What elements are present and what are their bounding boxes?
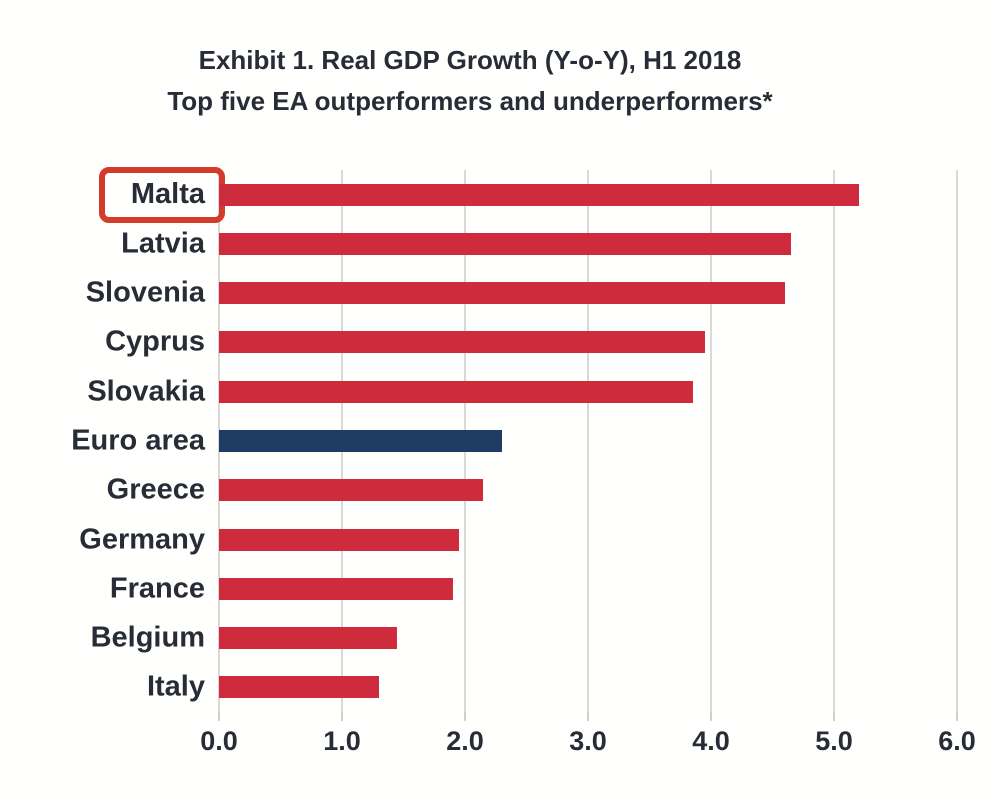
category-label: Germany	[79, 523, 205, 556]
gridline	[710, 170, 712, 712]
x-axis-tick-label: 3.0	[569, 726, 607, 756]
category-label: Greece	[106, 473, 205, 506]
chart-row: Malta	[98, 166, 957, 223]
category-label: Belgium	[90, 621, 205, 654]
bar-france	[219, 577, 453, 600]
axis-tickmark	[464, 712, 466, 721]
x-axis-tick-label: 2.0	[446, 726, 484, 756]
chart-row: Greece	[107, 466, 957, 515]
category-label: Slovakia	[87, 375, 205, 408]
chart-row: Slovenia	[86, 269, 957, 318]
gridline	[956, 170, 958, 712]
category-label: Cyprus	[105, 325, 205, 358]
bar-italy	[219, 676, 379, 699]
axis-tickmark	[956, 712, 958, 721]
category-label: Latvia	[121, 227, 205, 260]
chart-title: Exhibit 1. Real GDP Growth (Y-o-Y), H1 2…	[0, 40, 940, 122]
chart-row: Euro area	[71, 416, 957, 465]
x-axis: 0.0 1.0 2.0 3.0 4.0 5.0 6.0	[200, 726, 976, 762]
chart-row: Italy	[147, 663, 957, 712]
axis-tickmark	[587, 712, 589, 721]
chart-row: Germany	[79, 515, 957, 564]
category-label: Euro area	[71, 424, 205, 457]
bar-cyprus	[219, 331, 705, 354]
gridline	[833, 170, 835, 712]
x-axis-tick-label: 5.0	[815, 726, 853, 756]
bar-belgium	[219, 627, 398, 650]
x-axis-tick-label: 6.0	[938, 726, 976, 756]
chart-title-line-2: Top five EA outperformers and underperfo…	[167, 86, 773, 116]
category-label: Italy	[146, 670, 205, 703]
chart-row: Cyprus	[105, 318, 957, 367]
x-axis-tick-label: 1.0	[323, 726, 361, 756]
axis-tickmark	[710, 712, 712, 721]
axis-tickmark	[341, 712, 343, 721]
chart-row: Latvia	[121, 219, 957, 268]
bar-malta	[219, 183, 859, 206]
axis-tickmark	[218, 712, 220, 721]
category-label: Malta	[0, 166, 225, 223]
bar-slovakia	[219, 380, 693, 403]
malta-highlight-box: Malta	[98, 166, 225, 223]
category-label: Slovenia	[85, 276, 205, 309]
chart-row: France	[110, 564, 957, 613]
x-axis-tick-label: 0.0	[200, 726, 238, 756]
category-label: France	[109, 572, 205, 605]
bar-slovenia	[219, 282, 785, 305]
chart-title-line-1: Exhibit 1. Real GDP Growth (Y-o-Y), H1 2…	[198, 45, 742, 75]
bar-greece	[219, 479, 484, 502]
bar-euro-area	[219, 429, 502, 452]
bar-germany	[219, 528, 459, 551]
bar-latvia	[219, 232, 791, 255]
axis-tickmark	[833, 712, 835, 721]
chart-row: Slovakia	[87, 367, 957, 416]
chart-row: Belgium	[91, 613, 957, 662]
x-axis-tick-label: 4.0	[692, 726, 730, 756]
gridline	[587, 170, 589, 712]
plot-area: Malta Latvia Slovenia Cyprus Slovakia Euro ar…	[71, 166, 958, 721]
